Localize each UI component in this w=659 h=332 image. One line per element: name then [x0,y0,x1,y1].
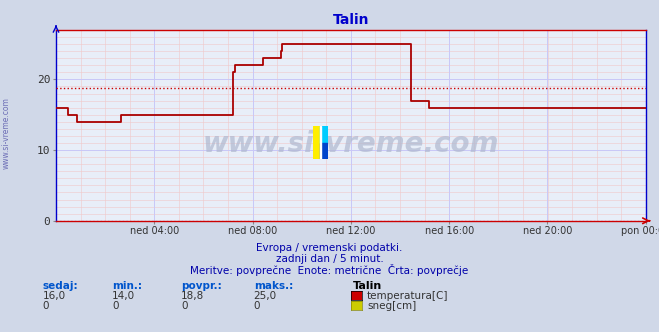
Text: zadnji dan / 5 minut.: zadnji dan / 5 minut. [275,254,384,264]
Title: Talin: Talin [333,13,369,27]
Text: www.si-vreme.com: www.si-vreme.com [203,130,499,158]
Text: 0: 0 [43,301,49,311]
Bar [320,143,328,159]
Text: 16,0: 16,0 [43,291,66,301]
Bar [313,126,320,159]
Text: 0: 0 [112,301,119,311]
Text: temperatura[C]: temperatura[C] [367,291,449,301]
Text: maks.:: maks.: [254,281,293,291]
Bar [320,126,328,143]
Text: 0: 0 [254,301,260,311]
Text: sedaj:: sedaj: [43,281,78,291]
Text: sneg[cm]: sneg[cm] [367,301,416,311]
Text: 0: 0 [181,301,188,311]
Text: povpr.:: povpr.: [181,281,222,291]
Polygon shape [320,126,321,159]
Text: 25,0: 25,0 [254,291,277,301]
Text: 18,8: 18,8 [181,291,204,301]
Text: Talin: Talin [353,281,382,291]
Text: Meritve: povprečne  Enote: metrične  Črta: povprečje: Meritve: povprečne Enote: metrične Črta:… [190,264,469,276]
Text: min.:: min.: [112,281,142,291]
Text: www.si-vreme.com: www.si-vreme.com [2,97,11,169]
Text: Evropa / vremenski podatki.: Evropa / vremenski podatki. [256,243,403,253]
Text: 14,0: 14,0 [112,291,135,301]
